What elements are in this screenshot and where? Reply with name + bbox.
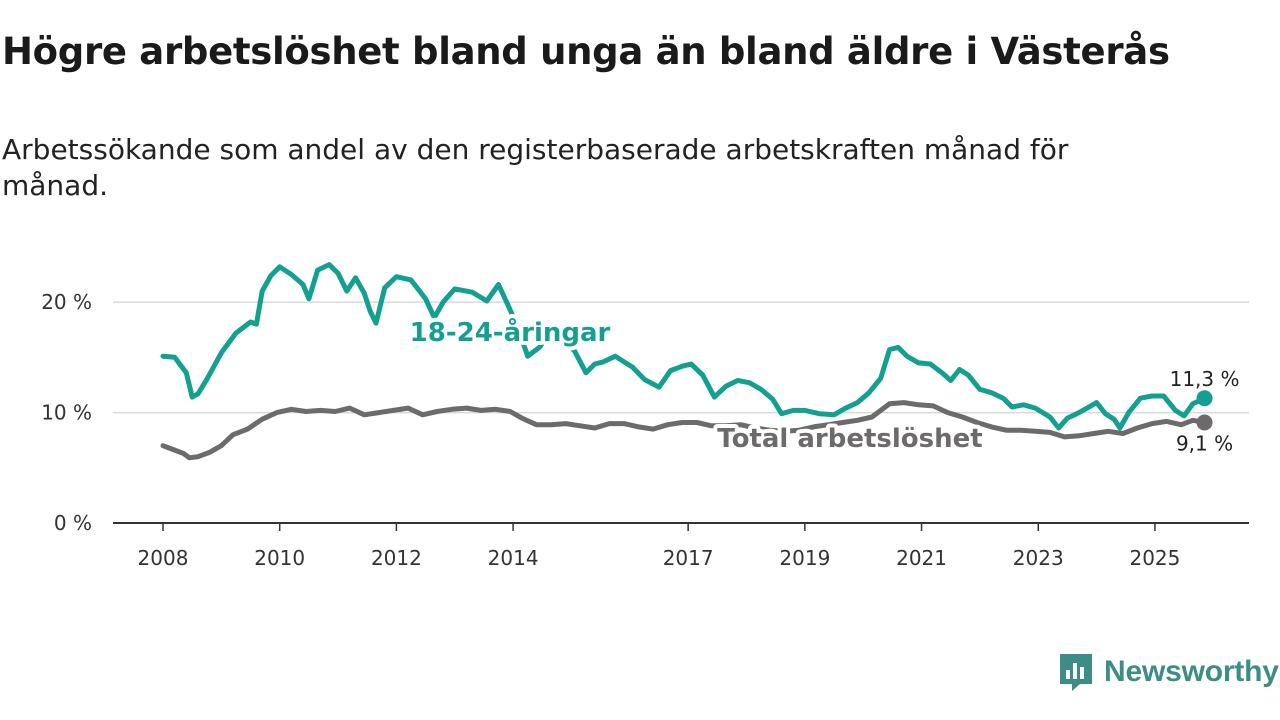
- chart-subtitle: Arbetssökande som andel av den registerb…: [2, 133, 1069, 203]
- x-tick-label: 2021: [896, 546, 947, 570]
- y-tick-label: 0 %: [54, 511, 92, 535]
- x-tick-label: 2017: [663, 546, 714, 570]
- series-label-total: Total arbetslöshet: [717, 424, 982, 454]
- y-axis-ticks: 0 % 10 % 20 %: [41, 290, 92, 535]
- brand-name: Newsworthy: [1104, 655, 1279, 688]
- x-tick-label: 2023: [1013, 546, 1064, 570]
- end-value-label-youth: 11,3 %: [1170, 367, 1240, 391]
- y-tick-label: 20 %: [41, 290, 92, 314]
- end-marker-total: [1196, 414, 1213, 431]
- x-tick-label: 2014: [488, 546, 539, 570]
- y-tick-label: 10 %: [41, 401, 92, 425]
- series-labels: 18-24-åringar 11,3 % Total arbetslöshet 9,1…: [406, 312, 1240, 458]
- end-value-label-total: 9,1 %: [1176, 432, 1233, 456]
- chart-title: Högre arbetslöshet bland unga än bland ä…: [2, 30, 1170, 73]
- x-tick-label: 2025: [1129, 546, 1180, 570]
- end-marker-youth: [1196, 390, 1213, 407]
- x-tick-label: 2008: [138, 546, 189, 570]
- newsworthy-icon: [1060, 654, 1092, 691]
- x-tick-label: 2019: [779, 546, 830, 570]
- series-label-youth: 18-24-åringar: [410, 316, 611, 348]
- x-tick-label: 2012: [371, 546, 422, 570]
- series-lines: [160, 262, 1213, 461]
- gridlines: [113, 301, 1249, 414]
- newsworthy-logo: Newsworthy: [1058, 652, 1279, 692]
- series-line-youth: [160, 262, 1207, 431]
- x-tick-label: 2010: [254, 546, 305, 570]
- x-axis-ticks: 2008 2010 2012 2014 2017 2019 2021 2023 2025: [138, 523, 1180, 570]
- series-line-total: [160, 400, 1207, 461]
